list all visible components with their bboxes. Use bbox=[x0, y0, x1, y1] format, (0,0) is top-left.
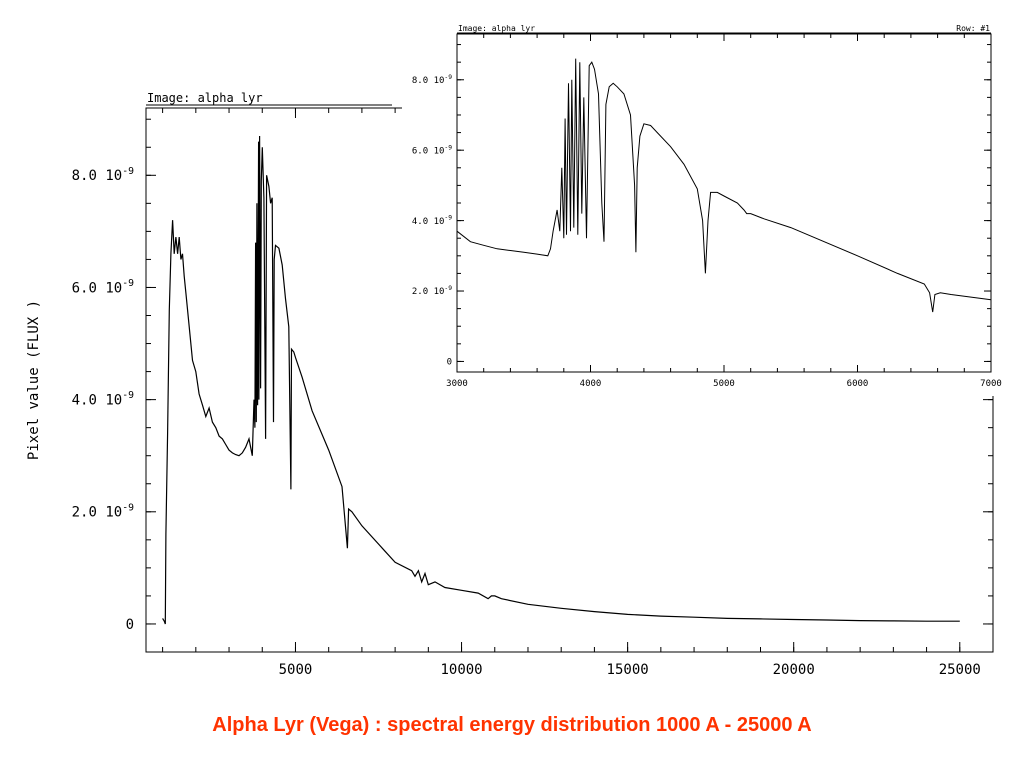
x-tick-label: 4000 bbox=[580, 379, 602, 389]
x-tick-label: 5000 bbox=[713, 379, 735, 389]
inset-chart: Image: alpha_lyr Row: #1 3000 4000 5000 600… bbox=[402, 12, 1022, 396]
y-tick-label: 2.0 10-9 bbox=[72, 502, 134, 520]
main-y-tick-labels: 0 2.0 10-9 4.0 10-9 6.0 10-9 8.0 10-9 bbox=[72, 166, 134, 633]
y-tick-label: 8.0 10-9 bbox=[412, 74, 452, 86]
inset-x-tick-labels: 3000 4000 5000 6000 7000 bbox=[446, 379, 1002, 389]
main-spectrum-line bbox=[162, 135, 960, 625]
x-tick-label: 6000 bbox=[847, 379, 869, 389]
inset-y-tick-labels: 0 2.0 10-9 4.0 10-9 6.0 10-9 8.0 10-9 bbox=[412, 74, 452, 368]
y-tick-label: 6.0 10-9 bbox=[412, 144, 452, 156]
inset-background bbox=[402, 12, 1022, 396]
inset-axis-ticks bbox=[456, 34, 992, 372]
figure-caption: Alpha Lyr (Vega) : spectral energy distr… bbox=[212, 714, 812, 736]
x-tick-label: 5000 bbox=[279, 662, 313, 678]
x-tick-label: 10000 bbox=[440, 662, 482, 678]
y-tick-label: 4.0 10-9 bbox=[412, 215, 452, 227]
x-tick-label: 15000 bbox=[607, 662, 649, 678]
main-chart: Image: alpha_lyr 5000 10000 15000 20000 2500… bbox=[26, 91, 994, 678]
y-tick-label: 0 bbox=[447, 358, 452, 368]
y-tick-label: 8.0 10-9 bbox=[72, 166, 134, 184]
y-tick-label: 6.0 10-9 bbox=[72, 278, 134, 296]
inset-image-label: Image: alpha_lyr bbox=[458, 24, 535, 33]
x-tick-label: 20000 bbox=[773, 662, 815, 678]
inset-spectrum-line bbox=[456, 58, 992, 313]
x-tick-label: 25000 bbox=[939, 662, 981, 678]
main-x-tick-labels: 5000 10000 15000 20000 25000 bbox=[279, 662, 981, 678]
x-tick-label: 3000 bbox=[446, 379, 468, 389]
y-tick-label: 4.0 10-9 bbox=[72, 390, 134, 408]
y-tick-label: 2.0 10-9 bbox=[412, 285, 452, 297]
inset-row-label: Row: #1 bbox=[956, 24, 990, 33]
main-y-axis-label: Pixel value (FLUX ) bbox=[26, 300, 42, 460]
main-image-label: Image: alpha_lyr bbox=[147, 91, 263, 105]
x-tick-label: 7000 bbox=[980, 379, 1002, 389]
y-tick-label: 0 bbox=[126, 617, 134, 633]
